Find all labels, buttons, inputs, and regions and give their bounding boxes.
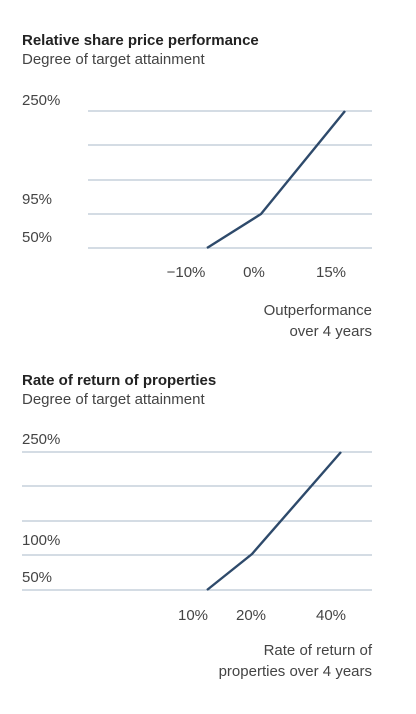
- x-axis-label: Outperformance over 4 years: [264, 300, 372, 342]
- x-tick-label: 40%: [316, 607, 346, 624]
- gridlines: [22, 451, 372, 591]
- x-axis-label-line-1: Rate of return of: [263, 642, 372, 659]
- x-axis-label-line-1: Outperformance: [263, 302, 372, 319]
- y-tick-label: 95%: [22, 191, 52, 208]
- chart-panel-share-price: Relative share price performance Degree …: [0, 0, 416, 350]
- x-tick-label: 10%: [178, 607, 208, 624]
- x-axis-label-line-2: over 4 years: [289, 323, 372, 340]
- y-tick-label: 250%: [22, 431, 60, 448]
- x-axis-label-line-2: properties over 4 years: [218, 663, 372, 680]
- y-tick-label: 250%: [22, 92, 60, 109]
- chart-title: Rate of return of properties: [22, 372, 217, 389]
- y-tick-label: 50%: [22, 229, 52, 246]
- x-tick-label: 15%: [316, 264, 346, 281]
- y-tick-label: 50%: [22, 569, 52, 586]
- chart-svg: 250% 95% 50% −10% 0% 15%: [22, 92, 372, 281]
- x-tick-label: 20%: [236, 607, 266, 624]
- y-tick-label: 100%: [22, 532, 60, 549]
- chart-svg: 250% 100% 50% 10% 20% 40%: [22, 431, 372, 624]
- x-tick-label: −10%: [167, 264, 206, 281]
- x-axis-label: Rate of return of properties over 4 year…: [219, 640, 372, 682]
- gridlines: [88, 110, 372, 249]
- chart-subtitle: Degree of target attainment: [22, 51, 205, 68]
- chart-panel-properties: Rate of return of properties Degree of t…: [0, 362, 416, 692]
- x-tick-label: 0%: [243, 264, 265, 281]
- chart-subtitle: Degree of target attainment: [22, 391, 205, 408]
- chart-title: Relative share price performance: [22, 32, 259, 49]
